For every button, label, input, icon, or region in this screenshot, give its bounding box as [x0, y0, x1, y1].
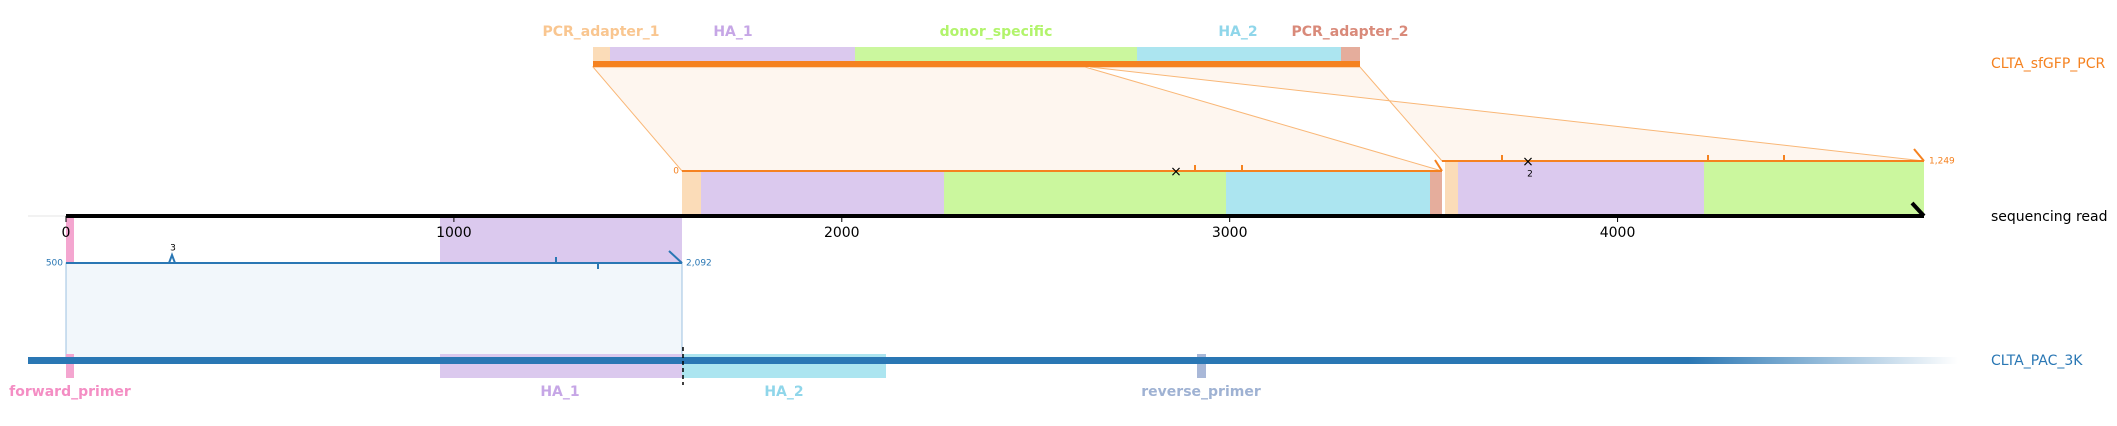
feature — [593, 47, 610, 61]
bottom-alignment: 3 500 2,092 — [46, 244, 712, 269]
feature — [855, 47, 1137, 61]
feature — [1341, 47, 1360, 61]
x-tick-label: 0 — [62, 225, 71, 241]
reference-name: CLTA_sfGFP_PCR — [1991, 56, 2105, 72]
bottom-reference: forward_primer HA_1 HA_2 reverse_primer … — [9, 347, 2083, 400]
feature — [1226, 171, 1430, 216]
feature-label: HA_2 — [1218, 24, 1257, 40]
alignment-end: 1,249 — [1929, 157, 1955, 167]
feature-label: reverse_primer — [1141, 384, 1261, 400]
alignment-start: 0 — [673, 167, 679, 177]
x-tick-label: 3000 — [1212, 225, 1248, 241]
feature-label: PCR_adapter_1 — [542, 24, 659, 40]
read-end-hook — [1910, 201, 1926, 218]
feature — [1197, 354, 1206, 378]
top-reference: PCR_adapter_1 HA_1 donor_specific HA_2 P… — [542, 24, 2105, 72]
feature — [66, 216, 74, 263]
alignment-end: 2,092 — [686, 259, 712, 269]
feature — [1137, 47, 1341, 61]
reference-bar — [593, 61, 1360, 67]
reference-bar — [28, 357, 1688, 364]
feature — [1704, 161, 1924, 216]
insertion-length: 3 — [170, 244, 176, 254]
feature — [66, 354, 74, 378]
mismatch-marker: × — [1522, 154, 1534, 170]
feature-label: HA_2 — [764, 384, 803, 400]
mismatch-count: 2 — [1527, 170, 1533, 180]
feature-label: HA_1 — [713, 24, 752, 40]
feature-label: donor_specific — [940, 24, 1053, 40]
feature — [1458, 161, 1704, 216]
feature — [440, 216, 682, 263]
feature — [1445, 161, 1458, 216]
insertion — [168, 252, 176, 264]
alignment-end-hook — [668, 250, 683, 264]
alignment-end-hook — [1913, 148, 1925, 162]
feature-label: forward_primer — [9, 384, 131, 400]
feature — [682, 171, 701, 216]
read: sequencing read 0 1000 2000 3000 4000 — [28, 201, 2107, 263]
read-alignment: × 0 1,965 × 2 1,249 — [673, 148, 1955, 216]
feature — [944, 171, 1226, 216]
read-name: sequencing read — [1991, 209, 2107, 225]
x-tick-label: 4000 — [1600, 225, 1636, 241]
alignment-end-hook — [1434, 159, 1443, 172]
feature — [610, 47, 855, 61]
feature-label: HA_1 — [540, 384, 579, 400]
x-tick-label: 1000 — [436, 225, 472, 241]
feature-label: PCR_adapter_2 — [1291, 24, 1408, 40]
alignment-projection — [65, 262, 683, 361]
reference-bar-fade — [1688, 357, 1958, 364]
mismatch-marker: × — [1170, 164, 1182, 180]
feature — [701, 171, 944, 216]
alignment-start: 500 — [46, 259, 63, 269]
x-tick-label: 2000 — [824, 225, 860, 241]
feature — [1430, 171, 1442, 216]
reference-name: CLTA_PAC_3K — [1991, 353, 2083, 369]
